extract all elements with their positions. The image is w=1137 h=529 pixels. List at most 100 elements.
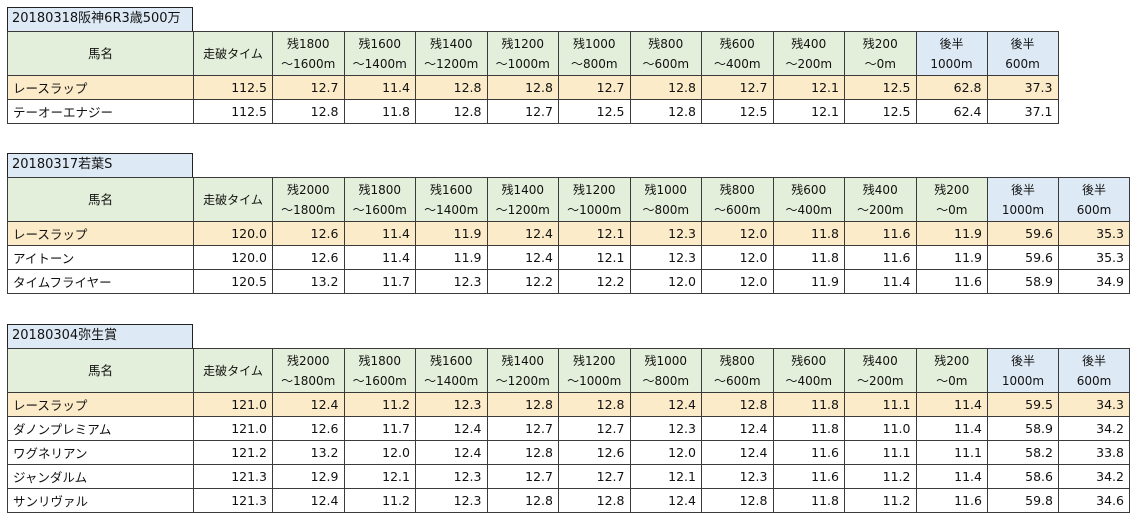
column-header-split[interactable]: 残2000 ～1800m xyxy=(272,177,345,222)
late-section-time-cell[interactable]: 34.9 xyxy=(1058,269,1130,294)
split-time-cell[interactable]: 12.3 xyxy=(415,488,488,513)
column-header-split[interactable]: 残1000 ～800m xyxy=(558,31,631,76)
column-header-horse-name[interactable]: 馬名 xyxy=(7,177,194,222)
split-time-cell[interactable]: 12.9 xyxy=(272,464,345,489)
split-time-cell[interactable]: 12.7 xyxy=(272,75,345,100)
column-header-split[interactable]: 残600 ～400m xyxy=(701,31,774,76)
split-time-cell[interactable]: 12.8 xyxy=(486,440,559,465)
column-header-split[interactable]: 残200 ～0m xyxy=(915,177,988,222)
horse-name-cell[interactable]: タイムフライヤー xyxy=(7,269,194,294)
column-header-split[interactable]: 残800 ～600m xyxy=(701,177,774,222)
split-time-cell[interactable]: 12.3 xyxy=(629,245,702,270)
split-time-cell[interactable]: 12.4 xyxy=(272,488,345,513)
split-time-cell[interactable]: 11.4 xyxy=(844,269,917,294)
split-time-cell[interactable]: 12.4 xyxy=(272,392,345,417)
column-header-finish-time[interactable]: 走破タイム xyxy=(193,31,273,76)
split-time-cell[interactable]: 12.2 xyxy=(486,269,559,294)
horse-name-cell[interactable]: ダノンプレミアム xyxy=(7,416,194,441)
table-caption[interactable]: 20180317若葉S xyxy=(7,153,193,177)
split-time-cell[interactable]: 11.7 xyxy=(343,416,416,441)
split-time-cell[interactable]: 12.5 xyxy=(558,99,631,124)
split-time-cell[interactable]: 12.4 xyxy=(629,488,702,513)
column-header-late-section[interactable]: 後半 600m xyxy=(1058,348,1130,393)
late-section-time-cell[interactable]: 59.6 xyxy=(987,221,1059,246)
column-header-split[interactable]: 残1200 ～1000m xyxy=(558,348,631,393)
column-header-split[interactable]: 残200 ～0m xyxy=(915,348,988,393)
column-header-split[interactable]: 残1200 ～1000m xyxy=(558,177,631,222)
split-time-cell[interactable]: 12.8 xyxy=(629,99,702,124)
late-section-time-cell[interactable]: 34.3 xyxy=(1058,392,1130,417)
column-header-split[interactable]: 残400 ～200m xyxy=(844,177,917,222)
split-time-cell[interactable]: 11.2 xyxy=(844,464,917,489)
finish-time-cell[interactable]: 120.0 xyxy=(193,221,273,246)
column-header-split[interactable]: 残1200 ～1000m xyxy=(486,31,559,76)
horse-name-cell[interactable]: レースラップ xyxy=(7,75,194,100)
split-time-cell[interactable]: 11.4 xyxy=(915,416,988,441)
split-time-cell[interactable]: 12.4 xyxy=(415,416,488,441)
split-time-cell[interactable]: 11.0 xyxy=(844,416,917,441)
split-time-cell[interactable]: 12.1 xyxy=(343,464,416,489)
finish-time-cell[interactable]: 121.3 xyxy=(193,464,273,489)
split-time-cell[interactable]: 12.0 xyxy=(343,440,416,465)
split-time-cell[interactable]: 11.4 xyxy=(343,221,416,246)
split-time-cell[interactable]: 12.7 xyxy=(558,464,631,489)
split-time-cell[interactable]: 12.7 xyxy=(486,464,559,489)
split-time-cell[interactable]: 12.0 xyxy=(629,440,702,465)
split-time-cell[interactable]: 12.3 xyxy=(629,221,702,246)
table-caption[interactable]: 20180318阪神6R3歳500万 xyxy=(7,7,193,31)
split-time-cell[interactable]: 13.2 xyxy=(272,269,345,294)
finish-time-cell[interactable]: 112.5 xyxy=(193,75,273,100)
split-time-cell[interactable]: 11.8 xyxy=(343,99,416,124)
split-time-cell[interactable]: 11.9 xyxy=(415,221,488,246)
split-time-cell[interactable]: 12.1 xyxy=(772,99,845,124)
split-time-cell[interactable]: 12.3 xyxy=(629,416,702,441)
split-time-cell[interactable]: 12.4 xyxy=(486,221,559,246)
split-time-cell[interactable]: 12.8 xyxy=(558,488,631,513)
split-time-cell[interactable]: 12.0 xyxy=(701,245,774,270)
late-section-time-cell[interactable]: 62.8 xyxy=(915,75,988,100)
horse-name-cell[interactable]: サンリヴァル xyxy=(7,488,194,513)
split-time-cell[interactable]: 12.8 xyxy=(486,75,559,100)
column-header-split[interactable]: 残1600 ～1400m xyxy=(415,177,488,222)
split-time-cell[interactable]: 12.3 xyxy=(415,269,488,294)
column-header-split[interactable]: 残800 ～600m xyxy=(629,31,702,76)
split-time-cell[interactable]: 12.6 xyxy=(272,416,345,441)
split-time-cell[interactable]: 11.4 xyxy=(915,464,988,489)
split-time-cell[interactable]: 11.6 xyxy=(844,221,917,246)
split-time-cell[interactable]: 12.5 xyxy=(701,99,774,124)
late-section-time-cell[interactable]: 33.8 xyxy=(1058,440,1130,465)
late-section-time-cell[interactable]: 35.3 xyxy=(1058,221,1130,246)
split-time-cell[interactable]: 11.8 xyxy=(772,245,845,270)
split-time-cell[interactable]: 12.7 xyxy=(701,75,774,100)
split-time-cell[interactable]: 12.8 xyxy=(486,392,559,417)
late-section-time-cell[interactable]: 34.2 xyxy=(1058,464,1130,489)
split-time-cell[interactable]: 12.8 xyxy=(558,392,631,417)
split-time-cell[interactable]: 12.1 xyxy=(558,221,631,246)
split-time-cell[interactable]: 11.6 xyxy=(772,440,845,465)
column-header-split[interactable]: 残1400 ～1200m xyxy=(415,31,488,76)
split-time-cell[interactable]: 12.8 xyxy=(629,75,702,100)
late-section-time-cell[interactable]: 37.3 xyxy=(986,75,1059,100)
split-time-cell[interactable]: 12.4 xyxy=(415,440,488,465)
split-time-cell[interactable]: 11.1 xyxy=(844,392,917,417)
column-header-finish-time[interactable]: 走破タイム xyxy=(193,177,273,222)
split-time-cell[interactable]: 12.8 xyxy=(701,488,774,513)
horse-name-cell[interactable]: ジャンダルム xyxy=(7,464,194,489)
horse-name-cell[interactable]: レースラップ xyxy=(7,392,194,417)
split-time-cell[interactable]: 11.4 xyxy=(915,392,988,417)
late-section-time-cell[interactable]: 58.2 xyxy=(987,440,1059,465)
finish-time-cell[interactable]: 121.0 xyxy=(193,392,273,417)
late-section-time-cell[interactable]: 58.6 xyxy=(987,464,1059,489)
split-time-cell[interactable]: 11.8 xyxy=(772,416,845,441)
split-time-cell[interactable]: 12.6 xyxy=(272,245,345,270)
late-section-time-cell[interactable]: 62.4 xyxy=(915,99,988,124)
column-header-late-section[interactable]: 後半 1000m xyxy=(987,348,1059,393)
column-header-late-section[interactable]: 後半 1000m xyxy=(987,177,1059,222)
late-section-time-cell[interactable]: 34.2 xyxy=(1058,416,1130,441)
split-time-cell[interactable]: 11.8 xyxy=(772,221,845,246)
column-header-split[interactable]: 残1000 ～800m xyxy=(629,177,702,222)
split-time-cell[interactable]: 12.3 xyxy=(415,392,488,417)
split-time-cell[interactable]: 12.1 xyxy=(772,75,845,100)
split-time-cell[interactable]: 12.2 xyxy=(558,269,631,294)
split-time-cell[interactable]: 11.9 xyxy=(415,245,488,270)
